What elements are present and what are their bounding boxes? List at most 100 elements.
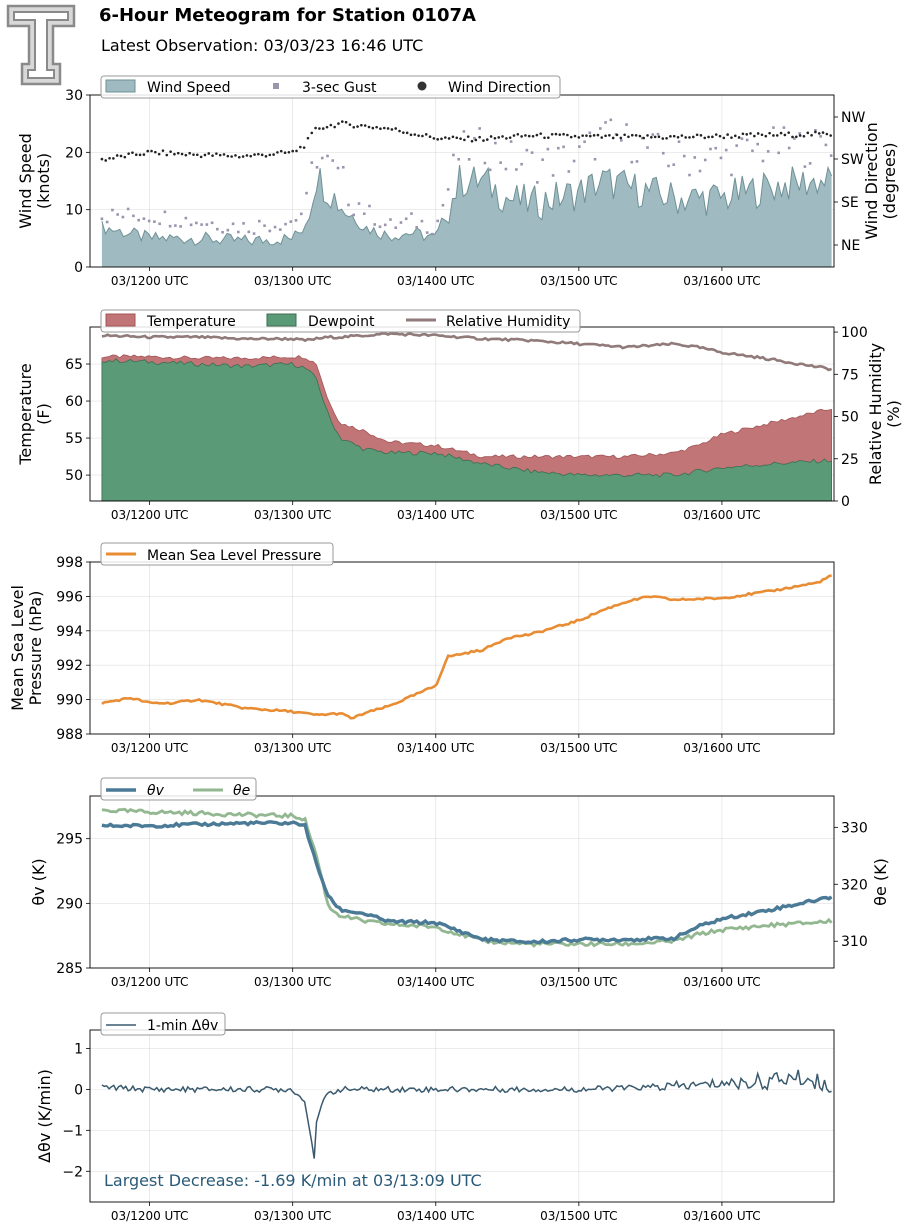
page-title: 6-Hour Meteogram for Station 0107A [99,5,476,26]
direction-point [550,132,554,136]
x-tick-label: 03/1300 UTC [254,508,331,522]
y-tick-label: 20 [65,145,83,161]
gust-point [462,130,466,133]
direction-point [810,133,813,137]
gust-point [273,225,277,229]
direction-point [501,135,504,138]
x-tick-label: 03/1600 UTC [683,274,760,288]
legend-label-direction: Wind Direction [448,80,551,96]
direction-point [768,131,771,135]
direction-point [653,135,657,139]
y2-tick-label: 25 [841,452,859,468]
direction-point [169,150,172,153]
gust-point [682,154,686,158]
direction-point [711,135,714,139]
gust-point [572,159,576,163]
direction-point [718,134,722,138]
direction-point [608,133,611,137]
y-axis-label-line: (knots) [34,153,53,209]
direction-point [474,138,478,142]
y-tick-label: −1 [62,1123,83,1139]
gust-point [268,229,272,233]
x-tick-label: 03/1500 UTC [540,508,617,522]
y2-tick-label: 50 [841,410,859,426]
direction-point [283,151,287,155]
direction-point [733,134,737,138]
direction-point [192,153,195,156]
gust-point [803,165,807,168]
panel-4: 03/1200 UTC 03/1300 UTC 03/1400 UTC 03/1500… [29,777,890,989]
x-tick-label: 03/1300 UTC [254,975,331,989]
gust-point [252,232,256,235]
y-tick-label: 30 [65,88,83,104]
gust-point [520,162,523,166]
direction-point [535,133,539,137]
y-axis-label-line: Mean Sea Level [8,585,27,711]
gust-point [126,207,130,211]
x-tick-label: 03/1200 UTC [111,975,188,989]
direction-point [642,136,646,140]
direction-point [413,133,417,136]
x-tick-label: 03/1300 UTC [254,1209,331,1223]
direction-point [314,126,317,130]
direction-point [657,135,661,139]
y-axis-label-line: (F) [34,403,53,425]
gust-point [824,143,828,147]
y-tick-label: 996 [56,589,83,605]
gust-point [179,225,182,228]
direction-point [661,137,665,140]
y-tick-label: 992 [56,658,83,674]
direction-point [817,132,821,135]
direction-point [547,136,550,139]
y-tick-label: 290 [56,896,83,912]
direction-point [363,124,367,127]
direction-point [505,137,508,140]
direction-point [585,134,588,137]
direction-point [207,152,211,155]
direction-point [772,134,775,137]
gust-point [310,161,314,164]
gust-point [105,220,109,224]
gust-point [667,164,670,168]
y-tick-label: 988 [56,727,83,743]
direction-point [405,131,409,135]
gust-point [174,224,177,227]
direction-point [230,155,233,158]
gust-point [730,173,733,177]
direction-point [707,135,710,139]
direction-point [588,134,592,138]
gust-point [604,121,607,124]
gust-point [761,159,765,163]
gust-point [567,170,571,173]
gust-point [651,133,655,136]
gust-point [299,212,303,216]
gust-point [677,140,681,143]
direction-point [516,132,520,136]
legend-box [100,777,257,801]
gust-point [646,146,649,149]
direction-point [264,155,268,158]
direction-point [466,135,470,138]
x-tick-label: 03/1200 UTC [111,508,188,522]
x-tick-label: 03/1200 UTC [111,274,188,288]
direction-point [131,151,134,154]
direction-point [257,152,260,156]
gust-point [436,219,439,223]
gust-point [153,220,156,223]
direction-point [146,149,150,153]
direction-point [699,134,703,137]
direction-point [245,154,249,157]
direction-point [344,120,348,124]
gust-point [829,154,833,157]
gust-point [745,138,749,142]
direction-point [650,135,653,139]
gust-point [698,169,702,173]
x-tick-label: 03/1500 UTC [540,741,617,755]
x-tick-label: 03/1600 UTC [683,508,760,522]
direction-point [737,136,741,139]
legend-swatch-wind [105,79,136,93]
gust-point [189,223,193,227]
legend-swatch-temperature [105,313,136,327]
direction-point [237,155,241,159]
gust-point [410,212,413,215]
